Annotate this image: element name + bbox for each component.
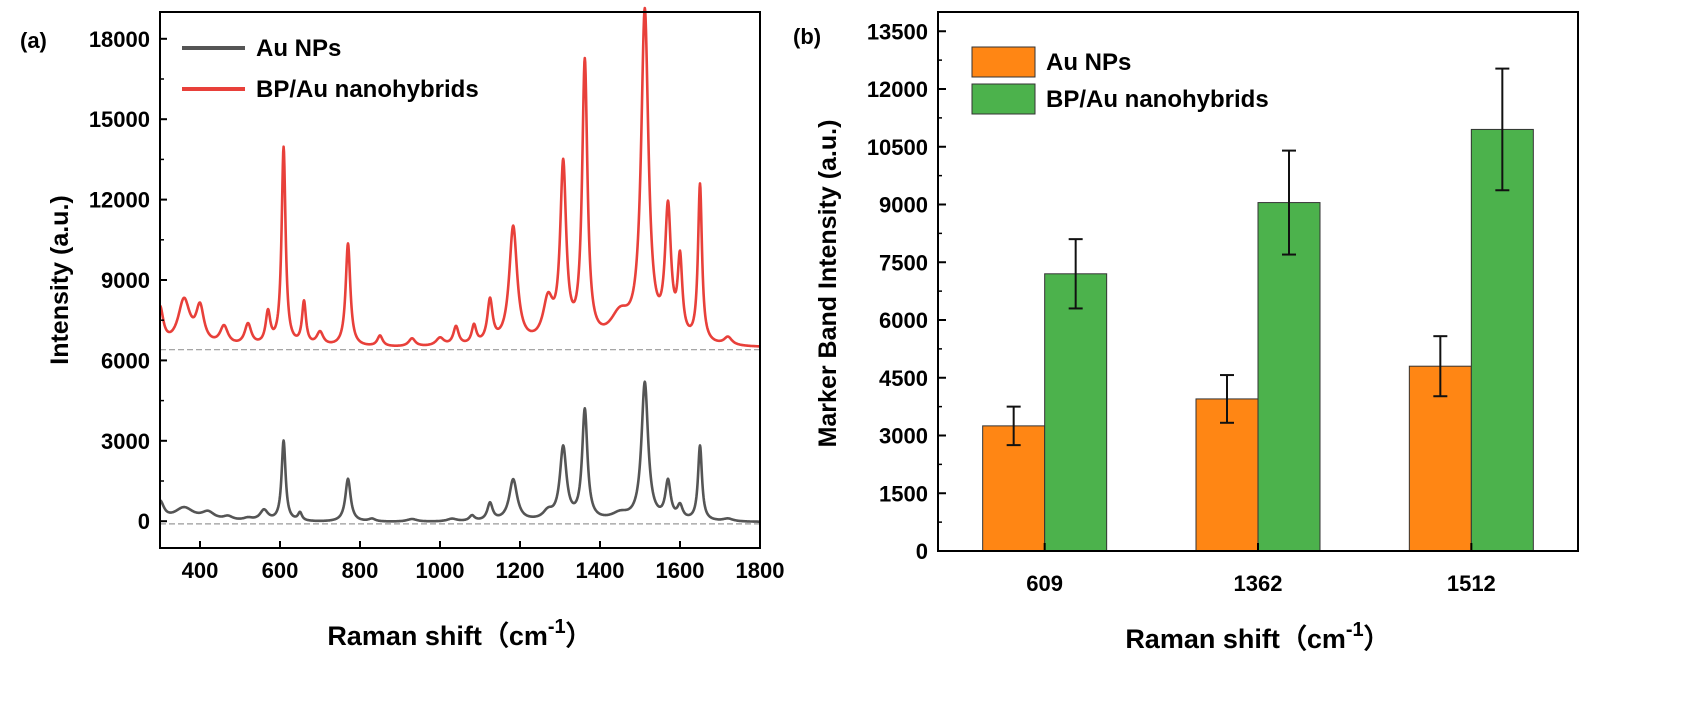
panel-b-y-tick-label: 13500 [867, 19, 928, 44]
panel-a-x-axis-unit-close: ） [566, 621, 593, 651]
panel-b-y-tick-label: 3000 [879, 424, 928, 449]
error-bar-bp-au-nanohybrids-1512 [1495, 67, 1510, 192]
error-bar-au-nps-609 [1006, 405, 1021, 447]
panel-b-y-tick-label: 7500 [879, 250, 928, 275]
panel-a-y-tick-label: 15000 [89, 107, 150, 132]
error-bar-bp-au-nanohybrids-609 [1068, 238, 1083, 310]
panel-a-x-tick-label: 1200 [496, 558, 545, 583]
legend-swatch-au-nps [971, 46, 1036, 78]
panel-b-y-tick-label: 6000 [879, 308, 928, 333]
panel-a-y-tick-label: 18000 [89, 27, 150, 52]
error-bar-au-nps-1362 [1220, 374, 1234, 424]
panel-b-y-axis-title: Marker Band Intensity (a.u.) [814, 120, 842, 448]
bar-au-nps-1362 [1195, 398, 1259, 552]
panel-b-label: (b) [793, 24, 821, 49]
legend-swatch-bp-au-nanohybrids [971, 83, 1036, 115]
panel-b-x-tick-label: 1512 [1447, 571, 1496, 596]
bar-bp-au-nanohybrids-609 [1044, 273, 1108, 552]
panel-a-y-tick-label: 6000 [101, 348, 150, 373]
panel-a-x-tick-label: 600 [262, 558, 299, 583]
panel-b-y-tick-label: 9000 [879, 193, 928, 218]
panel-b-y-tick-label: 10500 [867, 135, 928, 160]
panel-b-y-tick-label: 4500 [879, 366, 928, 391]
panel-b-legend: Au NPs BP/Au nanohybrids [971, 46, 1269, 115]
panel-a-y-tick-label: 3000 [101, 429, 150, 454]
panel-a-x-tick-label: 400 [182, 558, 219, 583]
panel-a-x-tick-label: 1800 [736, 558, 785, 583]
series-line-bp-au-nanohybrids [159, 6, 761, 348]
panel-b-x-tick-label: 1362 [1234, 571, 1283, 596]
panel-a-x-axis-title-text: Raman shift [327, 621, 482, 651]
panel-a-x-tick-label: 1600 [656, 558, 705, 583]
legend-label-au-nps: Au NPs [1046, 49, 1131, 76]
panel-b-y-tick-label: 0 [916, 539, 928, 564]
panel-a-x-tick-label: 800 [342, 558, 379, 583]
panel-b: (b) 0 1500 3000 4500 6000 7500 9000 10500 12000 1… [793, 11, 1579, 654]
panel-b-x-axis-title-text: Raman shift [1125, 624, 1280, 654]
panel-b-x-axis-title: Raman shift（cm-1） [1125, 619, 1390, 654]
panel-b-y-tick-label: 12000 [867, 77, 928, 102]
panel-b-x-axis-unit-exponent: -1 [1346, 619, 1364, 641]
panel-a-x-axis-title: Raman shift（cm-1） [327, 616, 592, 651]
panel-a-y-tick-label: 9000 [101, 268, 150, 293]
legend-label-bp-au-nanohybrids: BP/Au nanohybrids [256, 76, 479, 103]
error-bar-au-nps-1512 [1433, 335, 1448, 398]
panel-a-y-axis-title: Intensity (a.u.) [46, 195, 74, 364]
bar-au-nps-609 [982, 425, 1046, 552]
panel-a-x-axis-unit: （cm [482, 621, 548, 651]
panel-a-x-axis-unit-exponent: -1 [548, 616, 566, 638]
series-line-au-nps [159, 380, 761, 523]
panel-b-x-tick-label: 609 [1026, 571, 1063, 596]
panel-a-x-tick-label: 1400 [576, 558, 625, 583]
panel-a-y-tick-label: 0 [138, 509, 150, 534]
error-bar-bp-au-nanohybrids-1362 [1282, 149, 1296, 256]
panel-a-y-tick-label: 12000 [89, 188, 150, 213]
legend-label-au-nps: Au NPs [256, 35, 341, 62]
panel-a-label: (a) [20, 28, 47, 53]
panel-b-y-tick-label: 1500 [879, 481, 928, 506]
panel-a-legend: Au NPs BP/Au nanohybrids [182, 35, 479, 103]
panel-b-x-axis-unit-close: ） [1364, 624, 1391, 654]
legend-label-bp-au-nanohybrids: BP/Au nanohybrids [1046, 86, 1269, 113]
panel-b-x-axis-unit: （cm [1280, 624, 1346, 654]
bar-bp-au-nanohybrids-1512 [1470, 128, 1534, 552]
panel-a: (a) 400 600 800 1000 1200 1400 1600 18000300060… [20, 6, 785, 651]
panel-a-x-tick-label: 1000 [416, 558, 465, 583]
